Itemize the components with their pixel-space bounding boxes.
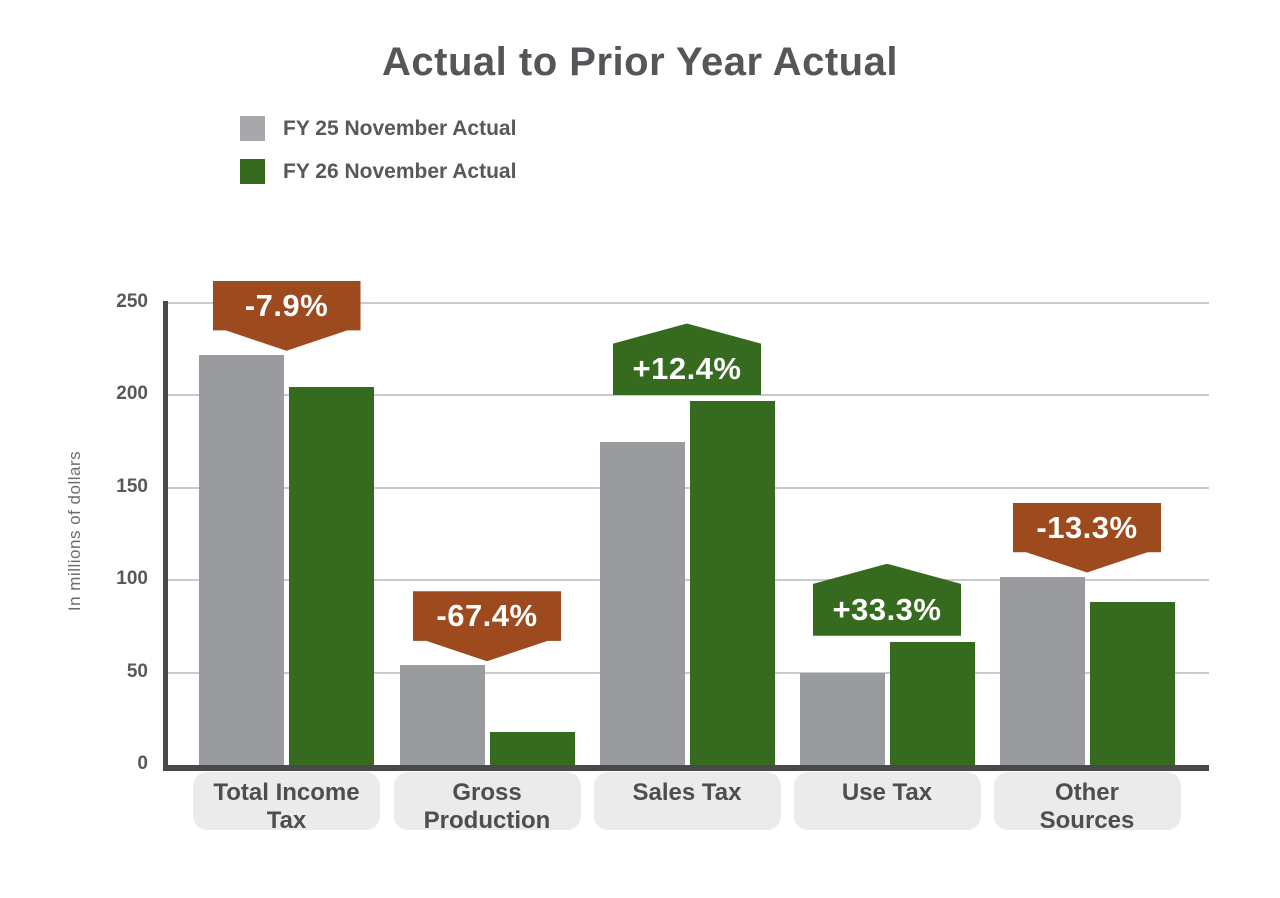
y-tick-label: 150 [116,475,148,497]
legend-item-fy25: FY 25 November Actual [240,116,516,141]
bar-fy26-1 [489,732,575,765]
pct-change-callout-1: -67.4% [413,591,561,662]
legend-swatch-fy26 [240,159,265,184]
pct-change-callout-4: -13.3% [1013,502,1161,573]
y-tick-label: 100 [116,568,148,590]
gridline [163,579,1209,582]
category-badge-3: Use Tax [793,772,981,830]
y-axis-title: In millions of dollars [65,450,84,612]
y-axis-line [163,301,168,771]
category-label-line: Sales Tax [632,779,742,806]
legend-item-fy26: FY 26 November Actual [240,159,516,184]
y-tick-label: 200 [116,383,148,405]
gridline [163,671,1209,674]
legend: FY 25 November Actual FY 26 November Act… [240,116,516,184]
pct-change-callout-3: +33.3% [813,563,961,636]
bar-fy25-0 [199,354,284,765]
category-label-line: Other [1054,779,1119,806]
legend-label-fy25: FY 25 November Actual [283,116,517,140]
gridline [163,302,1209,304]
x-axis-line [163,765,1209,771]
bar-fy26-0 [289,387,374,765]
category-badge-4: Other Sources [993,772,1181,834]
category-badge-0: Total Income Tax [193,772,380,834]
y-tick-label: 250 [116,291,148,312]
bar-fy25-3 [799,672,885,765]
category-label-line: Sources [1039,807,1135,834]
y-tick-label: 0 [137,753,148,774]
chart-title: Actual to Prior Year Actual [382,40,898,84]
legend-label-fy26: FY 26 November Actual [283,159,517,183]
category-badge-2: Sales Tax [593,772,781,830]
gridline [163,486,1209,489]
bar-fy26-3 [889,641,975,765]
category-label-line: Production [423,807,551,834]
category-label-line: Use Tax [841,779,933,806]
bar-fy25-2 [599,441,685,765]
bar-fy25-1 [399,665,485,765]
bar-fy25-4 [999,576,1085,765]
y-tick-label: 50 [126,660,148,682]
pct-change-callout-2: +12.4% [613,323,761,396]
bar-fy26-2 [689,401,775,765]
legend-swatch-fy25 [240,116,265,141]
pct-change-callout-0: -7.9% [212,280,361,351]
category-label-line: Gross [452,779,522,806]
category-label-line: Tax [266,807,307,834]
category-badge-1: Gross Production [393,772,581,834]
bar-fy26-4 [1089,601,1175,765]
category-label-line: Total Income [213,779,360,806]
